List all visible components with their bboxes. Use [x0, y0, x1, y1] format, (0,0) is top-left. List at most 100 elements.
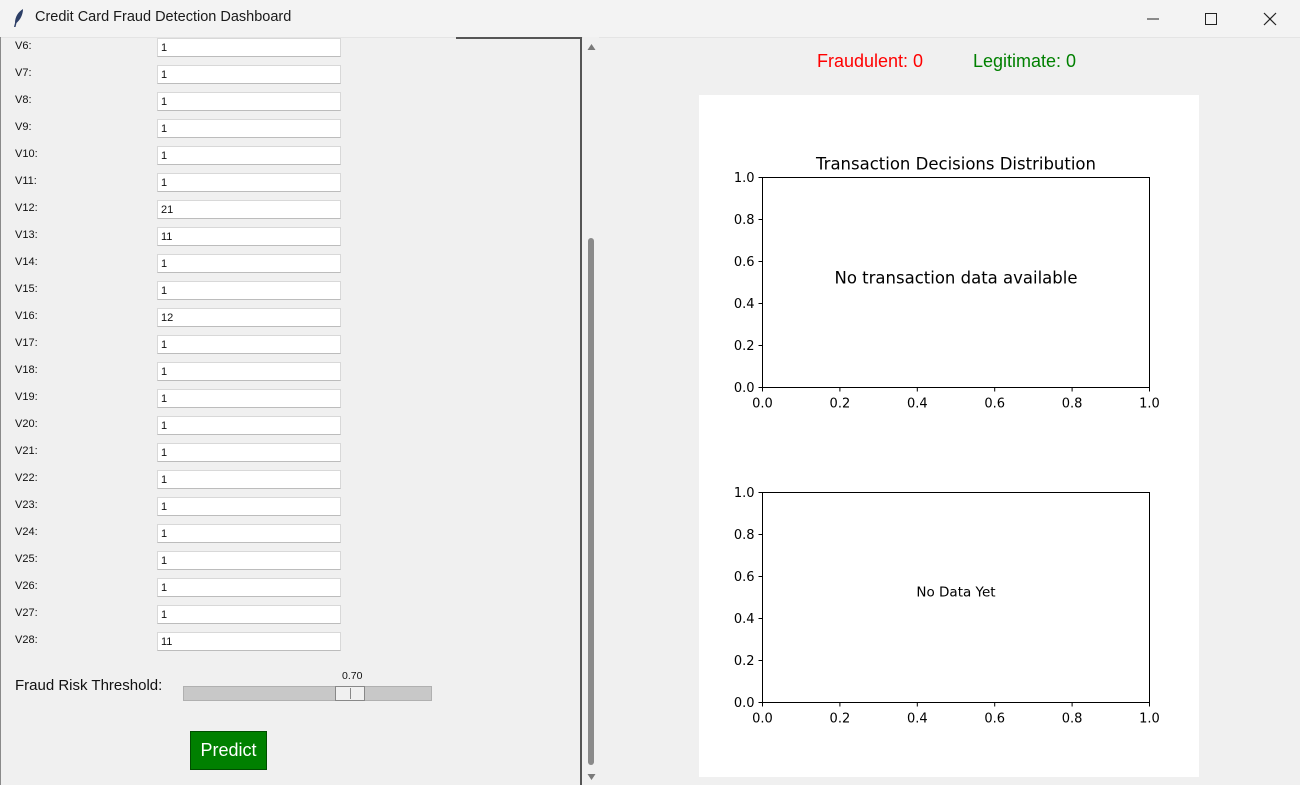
- threshold-slider[interactable]: [183, 686, 432, 701]
- feature-input[interactable]: [157, 173, 341, 192]
- chart-placeholder-text: No Data Yet: [916, 585, 995, 601]
- feature-input[interactable]: [157, 200, 341, 219]
- predict-button[interactable]: Predict: [190, 731, 267, 770]
- scroll-down-arrow-icon[interactable]: [587, 773, 596, 781]
- threshold-value: 0.70: [342, 670, 363, 682]
- feature-input[interactable]: [157, 146, 341, 165]
- y-tick-label: 0.4: [734, 297, 755, 312]
- close-button[interactable]: [1241, 0, 1299, 37]
- feature-label: V8:: [15, 94, 32, 106]
- feature-input[interactable]: [157, 254, 341, 273]
- minimize-icon: [1147, 18, 1159, 19]
- y-tick-label: 0.4: [734, 612, 755, 627]
- feature-input[interactable]: [157, 281, 341, 300]
- x-tick-label: 0.0: [752, 712, 773, 727]
- feature-input[interactable]: [157, 119, 341, 138]
- feature-label: V17:: [15, 337, 38, 349]
- y-tick-label: 0.2: [734, 654, 755, 669]
- feature-input[interactable]: [157, 470, 341, 489]
- charts-canvas: 0.0 0.2 0.4 0.6 0.8 1.0 0.0 0.2 0.4 0.6 0.8 1.0 Tran…: [734, 155, 1160, 727]
- x-tick-label: 0.6: [984, 397, 1005, 412]
- x-tick-label: 0.2: [830, 712, 851, 727]
- feature-label: V23:: [15, 499, 38, 511]
- feature-label: V14:: [15, 256, 38, 268]
- x-tick-label: 0.4: [907, 397, 928, 412]
- y-tick-label: 0.2: [734, 339, 755, 354]
- x-tick-label: 1.0: [1139, 397, 1160, 412]
- y-tick-label: 0.8: [734, 528, 755, 543]
- feature-label: V15:: [15, 283, 38, 295]
- feature-label: V16:: [15, 310, 38, 322]
- feature-label: V9:: [15, 121, 32, 133]
- feature-input[interactable]: [157, 92, 341, 111]
- feature-label: V18:: [15, 364, 38, 376]
- panel-divider: [580, 37, 582, 785]
- feature-label: V13:: [15, 229, 38, 241]
- threshold-label: Fraud Risk Threshold:: [15, 677, 163, 694]
- charts-figure: 0.0 0.2 0.4 0.6 0.8 1.0 0.0 0.2 0.4 0.6 0.8 1.0 Tran…: [699, 95, 1199, 777]
- feature-label: V7:: [15, 67, 32, 79]
- feature-input[interactable]: [157, 308, 341, 327]
- maximize-icon: [1205, 12, 1217, 25]
- chart-axes-frame: [762, 492, 1150, 703]
- legitimate-count: Legitimate: 0: [973, 51, 1077, 71]
- feature-label: V24:: [15, 526, 38, 538]
- feature-label: V20:: [15, 418, 38, 430]
- x-tick-label: 0.6: [984, 712, 1005, 727]
- x-tick-label: 0.2: [830, 397, 851, 412]
- scrollbar-thumb[interactable]: [588, 238, 594, 765]
- window-title: Credit Card Fraud Detection Dashboard: [35, 9, 292, 25]
- feature-label: V27:: [15, 607, 38, 619]
- feature-label: V21:: [15, 445, 38, 457]
- feature-input-panel: V6: V7: V8: V9: V10: V11: V12: V13: V14: V15: V16:…: [0, 37, 582, 785]
- fraudulent-count: Fraudulent: 0: [817, 51, 924, 71]
- feature-label: V12:: [15, 202, 38, 214]
- panel-top-border: [456, 37, 582, 39]
- y-tick-label: 0.8: [734, 213, 755, 228]
- feature-input[interactable]: [157, 605, 341, 624]
- feature-label: V6:: [15, 40, 32, 52]
- minimize-button[interactable]: [1124, 0, 1182, 37]
- x-tick-label: 0.0: [752, 397, 773, 412]
- close-icon: [1263, 12, 1277, 25]
- maximize-button[interactable]: [1182, 0, 1240, 37]
- feature-input[interactable]: [157, 335, 341, 354]
- x-tick-label: 0.4: [907, 712, 928, 727]
- feature-label: V19:: [15, 391, 38, 403]
- y-tick-label: 0.0: [734, 381, 755, 396]
- x-tick-label: 0.8: [1062, 712, 1083, 727]
- feature-label: V25:: [15, 553, 38, 565]
- x-tick-label: 0.8: [1062, 397, 1083, 412]
- scroll-up-arrow-icon[interactable]: [587, 43, 596, 51]
- y-tick-label: 0.0: [734, 696, 755, 711]
- feature-input[interactable]: [157, 416, 341, 435]
- feature-input[interactable]: [157, 578, 341, 597]
- feature-input[interactable]: [157, 443, 341, 462]
- y-tick-label: 1.0: [734, 171, 755, 186]
- feature-input[interactable]: [157, 65, 341, 84]
- feature-label: V28:: [15, 634, 38, 646]
- feather-icon: [14, 9, 23, 27]
- threshold-slider-handle[interactable]: [335, 686, 365, 701]
- feature-input[interactable]: [157, 389, 341, 408]
- feature-input[interactable]: [157, 362, 341, 381]
- title-bar: Credit Card Fraud Detection Dashboard: [0, 0, 1300, 38]
- chart-title: Transaction Decisions Distribution: [815, 155, 1096, 174]
- feature-input[interactable]: [157, 227, 341, 246]
- feature-label: V22:: [15, 472, 38, 484]
- feature-input[interactable]: [157, 551, 341, 570]
- chart-axes-frame: [762, 177, 1150, 388]
- feature-label: V10:: [15, 148, 38, 160]
- feature-input[interactable]: [157, 524, 341, 543]
- feature-input[interactable]: [157, 497, 341, 516]
- y-tick-label: 0.6: [734, 570, 755, 585]
- feature-input[interactable]: [157, 632, 341, 651]
- panel-border: [0, 37, 1, 785]
- chart-placeholder-text: No transaction data available: [834, 269, 1077, 288]
- feature-label: V26:: [15, 580, 38, 592]
- y-tick-label: 1.0: [734, 486, 755, 501]
- feature-input[interactable]: [157, 38, 341, 57]
- x-tick-label: 1.0: [1139, 712, 1160, 727]
- y-tick-label: 0.6: [734, 255, 755, 270]
- feature-label: V11:: [15, 175, 37, 187]
